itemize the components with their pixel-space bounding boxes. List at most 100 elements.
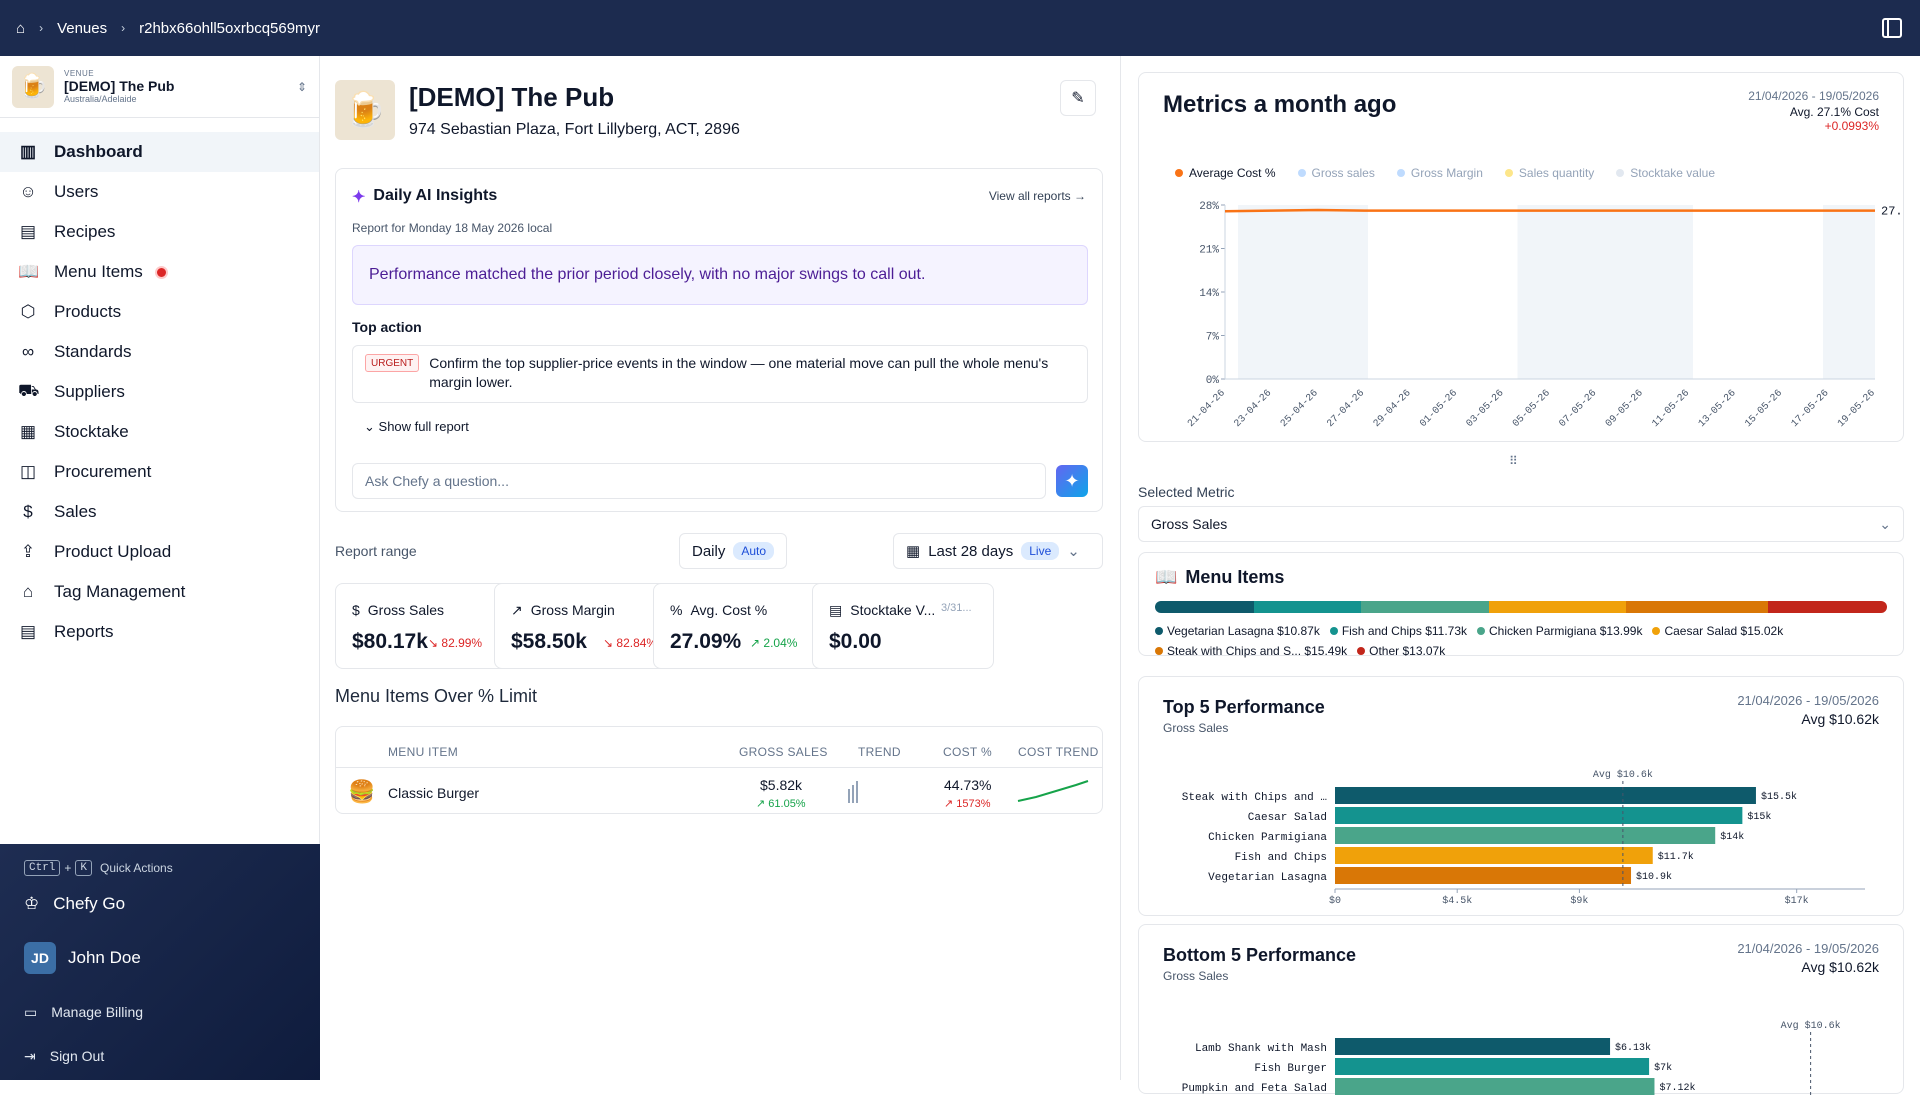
- trend-sparkline: [848, 781, 858, 803]
- over-limit-table: MENU ITEM GROSS SALES TREND COST % COST …: [335, 726, 1103, 814]
- legend-item[interactable]: Gross Margin: [1396, 166, 1483, 180]
- bottom5-avg: Avg $10.62k: [1801, 959, 1879, 975]
- breadcrumb-venue-id[interactable]: r2hbx66ohll5oxrbcq569myr: [139, 19, 321, 37]
- venue-label: VENUE: [64, 69, 95, 78]
- col-cost: COST %: [943, 745, 992, 759]
- bar[interactable]: [1335, 867, 1632, 884]
- bottom5-title: Bottom 5 Performance: [1163, 945, 1357, 965]
- series-end-label: 27.: [1881, 205, 1903, 219]
- ask-chefy-button[interactable]: ✦: [1056, 465, 1088, 497]
- sidebar-item-stocktake[interactable]: ▦ Stocktake: [0, 412, 319, 452]
- legend-item[interactable]: Gross sales: [1297, 166, 1375, 180]
- y-tick-label: 0%: [1206, 375, 1220, 387]
- table-row-name[interactable]: Classic Burger: [388, 785, 480, 801]
- stack-segment[interactable]: [1767, 601, 1887, 613]
- sidebar-item-suppliers[interactable]: ⛟ Suppliers: [0, 372, 319, 412]
- sidebar-item-dashboard[interactable]: ▥ Dashboard: [0, 132, 319, 172]
- view-all-reports-link[interactable]: View all reports →: [988, 189, 1086, 203]
- clipboard-icon: ▦: [19, 422, 37, 441]
- stack-segment[interactable]: [1489, 601, 1627, 613]
- sign-out-icon: ⇥: [24, 1048, 36, 1064]
- sidebar-item-label: Procurement: [54, 462, 152, 481]
- open-book-icon: 📖: [1155, 567, 1178, 587]
- table-row-cost-change: ↗ 1573%: [944, 798, 991, 810]
- sidebar-item-users[interactable]: ☺ Users: [0, 172, 319, 212]
- home-icon[interactable]: ⌂: [16, 19, 26, 37]
- bar[interactable]: [1335, 827, 1716, 844]
- user-menu[interactable]: JD John Doe: [24, 942, 141, 974]
- report-date: Report for Monday 18 May 2026 local: [352, 221, 553, 235]
- trend-bar: [852, 785, 854, 803]
- legend-value: $13.07k: [1402, 644, 1446, 658]
- sidebar-item-standards[interactable]: ∞ Standards: [0, 332, 319, 372]
- legend-item[interactable]: Average Cost %: [1175, 166, 1276, 180]
- venue-name: [DEMO] The Pub: [64, 78, 175, 94]
- bar-value-label: $15.5k: [1761, 791, 1797, 803]
- menu-legend-item: Fish and Chips $11.73k: [1329, 621, 1467, 641]
- bottom5-subtitle: Gross Sales: [1163, 969, 1229, 983]
- sign-out-link[interactable]: ⇥ Sign Out: [24, 1048, 104, 1065]
- selected-metric-value: Gross Sales: [1151, 516, 1228, 532]
- burger-icon: 🍔: [348, 779, 376, 804]
- stack-segment[interactable]: [1361, 601, 1490, 613]
- page-title: [DEMO] The Pub: [409, 81, 615, 112]
- sidebar-item-products[interactable]: ⬡ Products: [0, 292, 319, 332]
- stack-segment[interactable]: [1254, 601, 1362, 613]
- weekend-band: [1238, 205, 1368, 379]
- period-select[interactable]: Daily Auto: [679, 533, 788, 569]
- sidebar-item-sales[interactable]: $ Sales: [0, 492, 319, 532]
- metric-card-1: ↗ Gross Margin $58.50k ↘ 82.84%: [494, 583, 676, 669]
- bar[interactable]: [1335, 807, 1743, 824]
- venue-header: 🍺 [DEMO] The Pub 974 Sebastian Plaza, Fo…: [335, 80, 740, 140]
- sidebar-item-product-upload[interactable]: ⇪ Product Upload: [0, 532, 319, 572]
- bar-category-label: Caesar Salad: [1248, 812, 1327, 824]
- sidebar-item-procurement[interactable]: ◫ Procurement: [0, 452, 319, 492]
- y-tick-label: 14%: [1199, 288, 1219, 300]
- shopping-bag-icon: ◫: [19, 462, 37, 481]
- billing-label: Manage Billing: [51, 1004, 144, 1020]
- legend-dot: [1504, 169, 1513, 177]
- bar[interactable]: [1335, 787, 1756, 804]
- menu-legend-item: Vegetarian Lasagna $10.87k: [1155, 621, 1320, 641]
- top5-date-range: 21/04/2026 - 19/05/2026: [1737, 693, 1879, 708]
- resize-handle-icon[interactable]: ⠿: [1509, 454, 1518, 468]
- month-ago-delta: +0.0993%: [1824, 119, 1879, 133]
- ask-chefy-input[interactable]: Ask Chefy a question...: [352, 463, 1046, 499]
- stack-segment[interactable]: [1626, 601, 1768, 613]
- stack-segment[interactable]: [1155, 601, 1255, 613]
- sidebar-item-tag-management[interactable]: ⌂ Tag Management: [0, 572, 319, 612]
- show-full-report-toggle[interactable]: ⌄ Show full report: [364, 419, 469, 435]
- bar[interactable]: [1335, 1058, 1650, 1075]
- sidebar-item-reports[interactable]: ▤ Reports: [0, 612, 319, 652]
- sidebar-toggle-icon[interactable]: [1882, 18, 1902, 38]
- menu-legend-item: Steak with Chips and S... $15.49k: [1155, 641, 1347, 661]
- edit-venue-button[interactable]: ✎: [1060, 80, 1096, 116]
- bar[interactable]: [1335, 1078, 1655, 1095]
- manage-billing-link[interactable]: ▭ Manage Billing: [24, 1004, 143, 1021]
- x-tick-label: 23-04-26: [1233, 388, 1275, 430]
- metric-card-2: % Avg. Cost % 27.09% ↗ 2.04%: [653, 583, 835, 669]
- y-tick-label: 28%: [1199, 201, 1219, 213]
- bar[interactable]: [1335, 1038, 1611, 1055]
- x-tick-label: 01-05-26: [1418, 388, 1460, 430]
- sidebar-item-recipes[interactable]: ▤ Recipes: [0, 212, 319, 252]
- chevron-right-icon: ›: [39, 21, 44, 35]
- date-range-select[interactable]: ▦ Last 28 days Live ⌄: [893, 533, 1103, 569]
- selected-metric-select[interactable]: Gross Sales ⌄: [1138, 506, 1904, 542]
- sidebar-item-label: Sales: [54, 502, 97, 521]
- box-icon: ⬡: [20, 302, 36, 321]
- legend-label: Gross Margin: [1410, 166, 1483, 180]
- legend-item[interactable]: Stocktake value: [1616, 166, 1715, 180]
- bar[interactable]: [1335, 847, 1653, 864]
- x-tick-label: 05-05-26: [1511, 388, 1553, 430]
- legend-dot: [1297, 169, 1306, 177]
- bar-category-label: Steak with Chips and …: [1182, 792, 1327, 804]
- ai-insights-card: ✦ Daily AI Insights View all reports → Re…: [335, 168, 1103, 512]
- breadcrumb-venues[interactable]: Venues: [57, 19, 108, 37]
- sidebar-item-menu-items[interactable]: 📖 Menu Items: [0, 252, 319, 292]
- chefy-go-button[interactable]: ♔ Chefy Go: [24, 894, 125, 914]
- venue-switcher[interactable]: 🍺 VENUE [DEMO] The Pub Australia/Adelaid…: [0, 56, 319, 118]
- bar-category-label: Pumpkin and Feta Salad: [1182, 1083, 1327, 1095]
- sidebar-item-label: Standards: [54, 342, 132, 361]
- legend-item[interactable]: Sales quantity: [1504, 166, 1594, 180]
